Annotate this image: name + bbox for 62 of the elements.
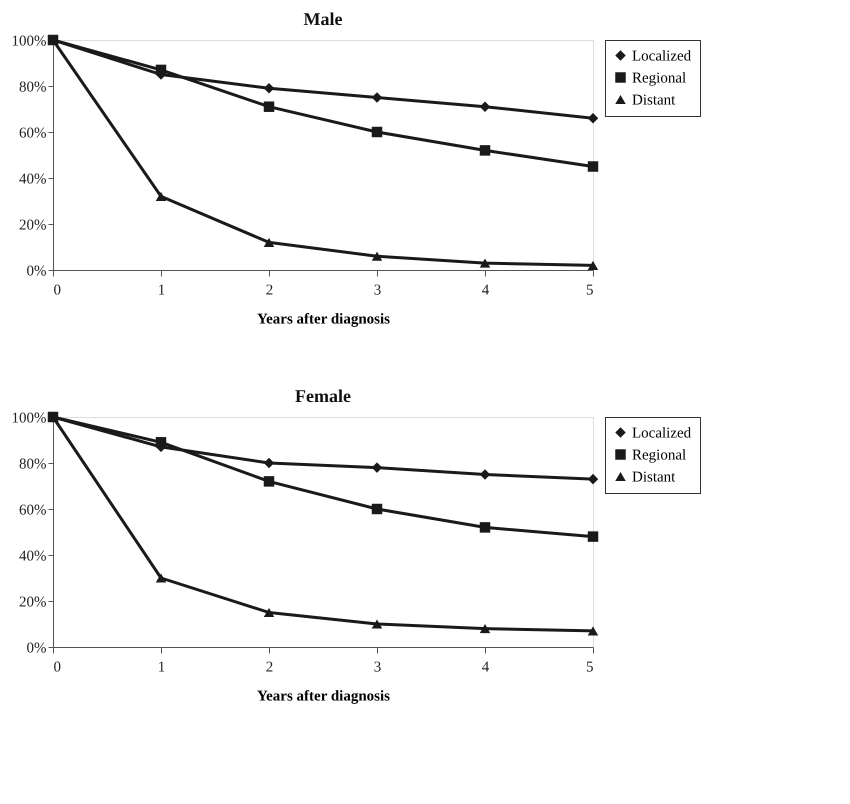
legend-label: Distant	[632, 470, 676, 486]
chart-title: Male	[304, 9, 342, 29]
point	[264, 476, 274, 487]
legend-label: Localized	[632, 426, 692, 442]
point	[588, 112, 598, 124]
point	[156, 573, 166, 583]
point	[156, 437, 166, 448]
point	[264, 608, 274, 618]
x-tick-label: 1	[158, 282, 166, 298]
legend-label: Regional	[632, 448, 686, 464]
x-tick-label: 1	[158, 660, 166, 676]
chart-title: Female	[295, 386, 351, 406]
point	[480, 145, 490, 156]
point	[372, 92, 382, 103]
point	[264, 458, 274, 468]
x-tick-label: 3	[374, 660, 382, 676]
x-tick-label: 4	[482, 282, 490, 298]
y-tick-label: 60%	[19, 502, 46, 518]
point	[264, 83, 274, 94]
y-tick-label: 80%	[19, 456, 46, 472]
x-tick-label: 5	[586, 282, 594, 298]
point	[480, 624, 490, 634]
point	[264, 238, 274, 247]
point	[480, 101, 490, 112]
y-tick-label: 0%	[26, 640, 46, 656]
y-tick-label: 60%	[19, 126, 46, 142]
y-tick-label: 20%	[19, 594, 46, 610]
x-axis-title: Years after diagnosis	[256, 688, 390, 704]
x-tick-label: 0	[54, 282, 61, 298]
point	[480, 522, 490, 533]
x-axis-title: Years after diagnosis	[256, 312, 390, 328]
point	[588, 531, 598, 542]
point	[372, 126, 382, 138]
point	[588, 161, 598, 172]
point	[264, 101, 274, 112]
x-tick-label: 0	[54, 660, 61, 676]
point	[156, 192, 166, 201]
point	[588, 626, 598, 636]
x-tick-label: 2	[266, 660, 274, 676]
point	[372, 619, 382, 629]
x-tick-label: 2	[266, 282, 274, 298]
x-tick-label: 5	[586, 660, 594, 676]
point	[372, 462, 382, 473]
y-tick-label: 80%	[19, 80, 46, 96]
point	[372, 504, 382, 514]
y-tick-label: 40%	[19, 172, 46, 188]
legend-label: Regional	[632, 70, 686, 86]
point	[156, 64, 166, 76]
point	[588, 260, 598, 270]
y-tick-label: 20%	[19, 218, 46, 234]
point	[588, 474, 598, 484]
y-tick-label: 100%	[12, 410, 46, 426]
point	[480, 258, 490, 268]
legend-label: Localized	[632, 48, 692, 64]
point	[372, 252, 382, 261]
legend-label: Distant	[632, 92, 676, 108]
point	[480, 469, 490, 480]
x-tick-label: 3	[374, 282, 382, 298]
y-tick-label: 0%	[26, 264, 46, 280]
y-tick-label: 40%	[19, 548, 46, 564]
x-tick-label: 4	[482, 660, 490, 676]
y-tick-label: 100%	[12, 34, 46, 50]
